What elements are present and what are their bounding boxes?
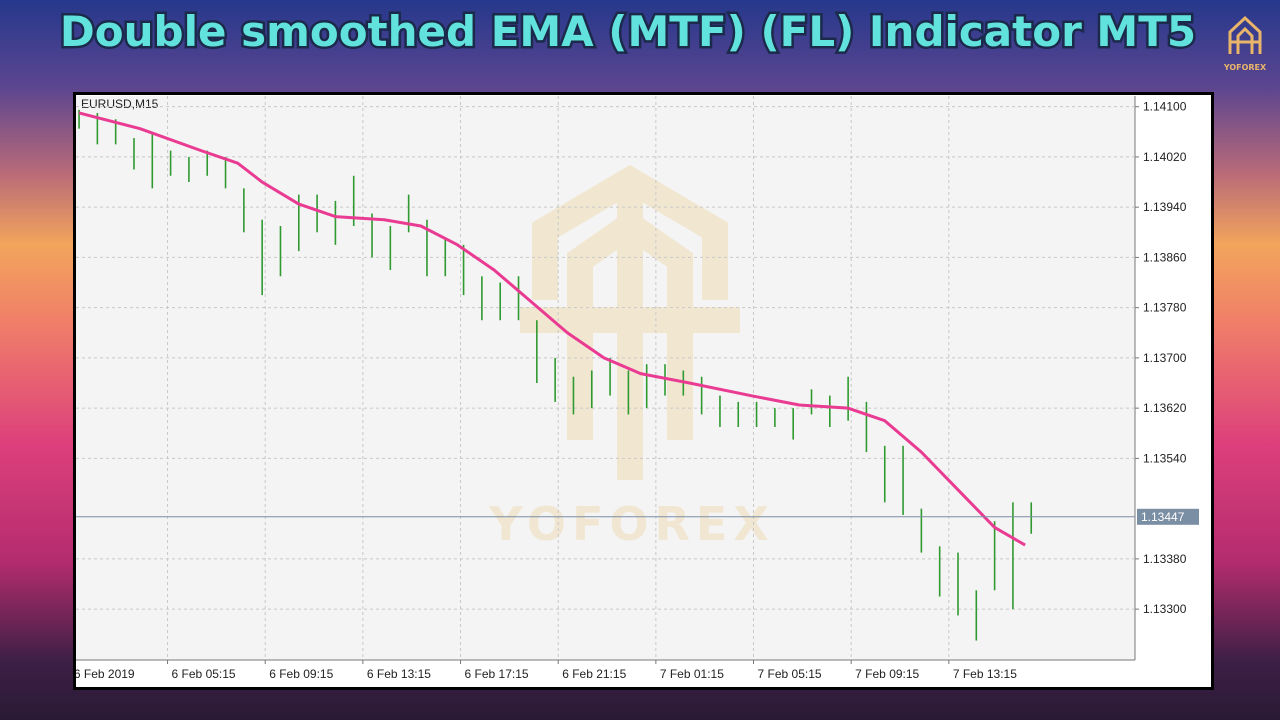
y-tick-label: 1.13700 [1143, 351, 1187, 365]
y-tick-label: 1.13540 [1143, 451, 1187, 465]
brand-name: YOFOREX [1223, 63, 1267, 72]
x-tick-label: 6 Feb 13:15 [367, 667, 431, 681]
watermark-text: YOFOREX [488, 497, 775, 551]
y-tick-label: 1.13780 [1143, 301, 1187, 315]
y-tick-label: 1.13620 [1143, 401, 1187, 415]
y-tick-label: 1.13300 [1143, 602, 1187, 616]
x-tick-label: 6 Feb 2019 [74, 667, 135, 681]
x-tick-label: 7 Feb 05:15 [758, 667, 822, 681]
brand-logo: YOFOREX [1223, 15, 1267, 72]
y-tick-label: 1.14020 [1143, 150, 1187, 164]
x-tick-label: 6 Feb 17:15 [465, 667, 529, 681]
x-tick-label: 6 Feb 21:15 [562, 667, 626, 681]
x-tick-label: 6 Feb 05:15 [172, 667, 236, 681]
y-tick-label: 1.13860 [1143, 250, 1187, 264]
plot-layer: 6 Feb 2019 6 Feb 05:15 6 Feb 09:15 6 Feb 13… [74, 96, 1135, 681]
watermark-logo [520, 164, 740, 480]
y-tick-label: 1.13380 [1143, 552, 1187, 566]
page-title: Double smoothed EMA (MTF) (FL) Indicator… [60, 7, 1196, 56]
ema-line [78, 111, 1026, 547]
current-price-label: 1.13447 [1141, 510, 1185, 524]
current-price-box [1137, 508, 1199, 525]
x-tick-label: 7 Feb 01:15 [660, 667, 724, 681]
x-tick-label: 7 Feb 13:15 [953, 667, 1017, 681]
x-tick-label: 6 Feb 09:15 [269, 667, 333, 681]
symbol-label: EURUSD,M15 [81, 97, 159, 111]
y-tick-label: 1.13940 [1143, 200, 1187, 214]
x-tick-label: 7 Feb 09:15 [855, 667, 919, 681]
y-tick-label: 1.14100 [1143, 100, 1187, 114]
